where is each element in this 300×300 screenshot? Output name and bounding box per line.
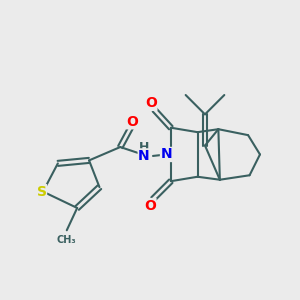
Text: H: H	[139, 141, 149, 154]
Text: O: O	[145, 96, 157, 110]
Text: N: N	[160, 148, 172, 161]
Text: O: O	[144, 199, 156, 213]
Text: S: S	[37, 184, 46, 199]
Text: N: N	[138, 149, 150, 163]
Text: O: O	[126, 115, 138, 129]
Text: CH₃: CH₃	[57, 235, 76, 245]
